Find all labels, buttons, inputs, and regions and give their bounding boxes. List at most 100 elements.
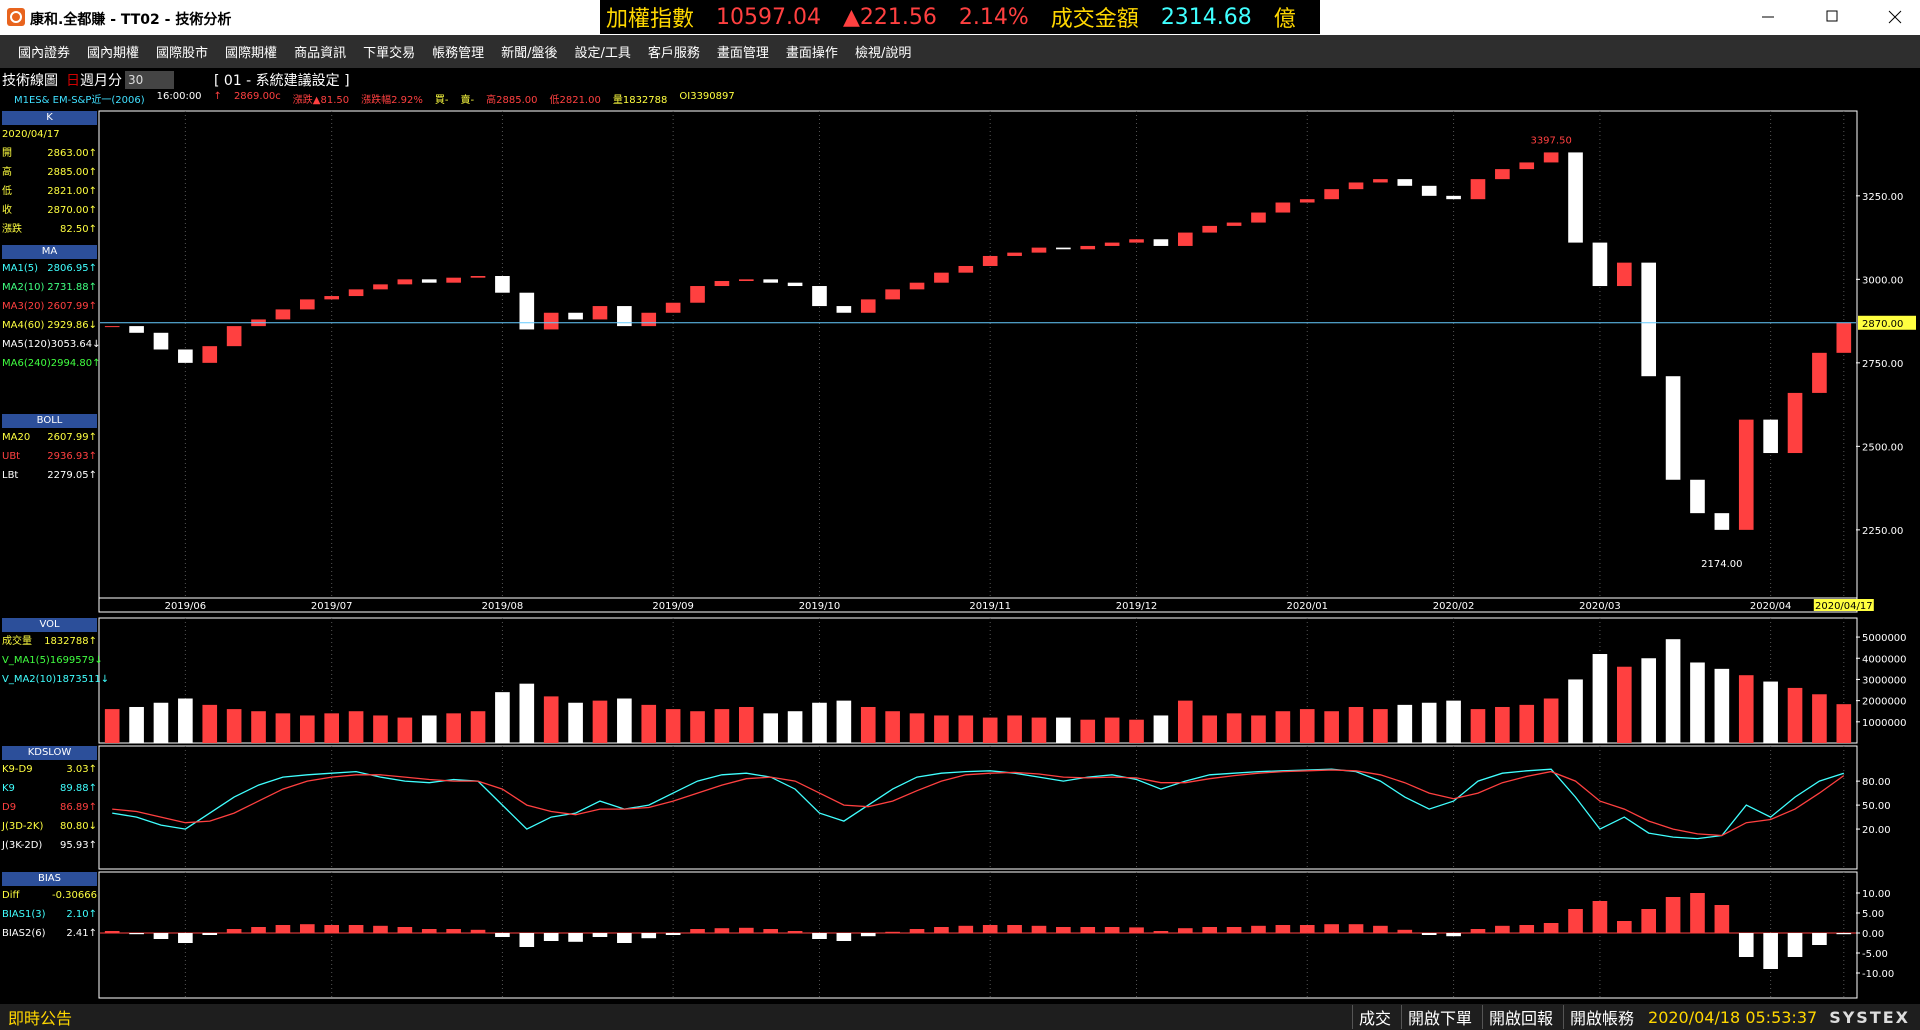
readout-row: 漲跌 82.50↑ (2, 220, 97, 239)
candle-body (519, 292, 535, 330)
ticker-item: 10597.04 (716, 4, 821, 30)
bar (592, 933, 608, 937)
menu-item[interactable]: 帳務管理 (432, 46, 485, 61)
bar (1495, 925, 1510, 933)
period-tab[interactable]: 月 (94, 73, 108, 89)
quote-item: 低2821.00 (549, 95, 601, 106)
readout-label: 漲跌 (2, 224, 22, 235)
y-tick-label: -5.00 (1862, 949, 1888, 960)
bar (1421, 702, 1437, 743)
menu-item[interactable]: 國內證券 (18, 46, 71, 61)
bar (446, 929, 461, 933)
quote-item: 賣- (460, 95, 475, 106)
readout-label: D9 (2, 802, 17, 813)
bar (909, 929, 925, 933)
candle-body (1543, 152, 1559, 163)
status-button[interactable]: 開啟下單 (1400, 1005, 1472, 1029)
readout-value: 1832788↑ (44, 636, 97, 647)
quote-line: M1ES& EM-S&P近一(2006) 16:00:00 ↑ 2869.00c 漲跌▲… (14, 91, 735, 106)
menu-item[interactable]: 國際期權 (225, 46, 278, 61)
quote-item: 漲跌▲81.50 (292, 95, 350, 106)
menu-item[interactable]: 客戶服務 (647, 46, 700, 61)
status-button[interactable]: 開啟帳務 (1563, 1005, 1634, 1029)
settings-label: [ 01 - 系統建議設定 ] (214, 73, 350, 89)
menu-item[interactable]: 國際股市 (156, 46, 209, 61)
bar (299, 715, 315, 743)
quote-item: 漲跌幅2.92% (361, 95, 423, 106)
readout-label: 低 (2, 186, 12, 197)
ticker-item: 成交金額 (1050, 7, 1139, 32)
y-tick-label: 5.00 (1862, 909, 1884, 920)
bar (470, 929, 486, 933)
candle-body (1348, 182, 1364, 190)
panel-section: KDSLOW K9-D9 3.03↑ K9 89.88↑ D9 86.89↑ J(3D-2K)… (2, 746, 97, 855)
panel-section: BOLL MA20 2607.99↑ UBt 2936.93↑ LBt 2279.05↑ (2, 414, 97, 485)
bar (714, 709, 730, 743)
candle-body (1397, 179, 1413, 186)
bar (787, 931, 803, 933)
menu-item[interactable]: 國內期權 (87, 46, 140, 61)
candle-body (763, 279, 779, 283)
bar (251, 711, 266, 743)
menu-item[interactable]: 新聞/盤後 (501, 46, 558, 61)
bar (885, 931, 900, 933)
bar (348, 711, 364, 743)
bar (299, 924, 315, 933)
period-tab[interactable]: 分 (108, 73, 122, 89)
x-tick-label: 2019/08 (482, 601, 524, 612)
status-button[interactable]: 成交 (1351, 1005, 1391, 1029)
menu-item[interactable]: 畫面管理 (716, 46, 769, 61)
candle-body (958, 265, 974, 273)
x-tick-label: 2020/01 (1286, 601, 1328, 612)
index-ticker: 加權指數 10597.04 ▲221.56 2.14% 成交金額 2314.68 億 (600, 0, 1320, 34)
bar (641, 704, 657, 743)
status-button[interactable]: 開啟回報 (1481, 1005, 1553, 1029)
panel-section: MA MA1(5) 2806.95↑ MA2(10) 2731.88↑ MA3(20) 26… (2, 245, 100, 373)
candle-body (1495, 169, 1510, 180)
panel-section: K 2020/04/17 開 2863.00↑ 高 2885.00↑ 低 2821.00↑ 收 2… (2, 111, 97, 239)
bar (1543, 698, 1559, 743)
bar (226, 929, 242, 933)
readout-label: 高 (2, 167, 12, 178)
menu-item[interactable]: 檢視/說明 (854, 46, 912, 61)
menu-item[interactable]: 設定/工具 (574, 46, 631, 61)
chart-toolbar: 技術線圖 日週月分 30 [ 01 - 系統建議設定 ] (0, 70, 1920, 90)
readout-row: K9-D9 3.03↑ (2, 760, 97, 779)
section-header: KDSLOW (2, 746, 97, 760)
bar (909, 713, 925, 743)
indicator-line (112, 768, 1844, 840)
candle-body (1373, 179, 1388, 183)
bar (1397, 929, 1413, 933)
bar (1348, 706, 1364, 743)
bar (104, 931, 120, 933)
app-icon (7, 8, 25, 26)
minute-select[interactable]: 30 (125, 71, 174, 89)
y-tick-label: 2750.00 (1862, 359, 1903, 370)
candle-body (909, 282, 925, 290)
menu-item[interactable]: 畫面操作 (785, 46, 838, 61)
period-tab[interactable]: 週 (80, 73, 94, 89)
readout-value: 86.89↑ (59, 802, 97, 813)
candle-body (178, 349, 193, 363)
candle-body (1007, 252, 1022, 256)
window-controls[interactable] (1750, 0, 1920, 34)
menu-item[interactable]: 商品資訊 (294, 46, 347, 61)
bar (202, 933, 218, 935)
candle-body (1251, 212, 1266, 223)
bar (373, 925, 388, 933)
period-tab[interactable]: 日 (66, 73, 80, 89)
readout-value: 2279.05↑ (47, 470, 97, 481)
readout-value: 2885.00↑ (47, 167, 97, 178)
readout-row: LBt 2279.05↑ (2, 466, 97, 485)
candle-body (348, 289, 364, 297)
y-tick-label: 10.00 (1862, 889, 1891, 900)
candle-body (299, 299, 315, 310)
bar (1299, 925, 1315, 933)
bar (1153, 715, 1169, 743)
menu-item[interactable]: 下單交易 (363, 46, 416, 61)
readout-row: MA4(60) 2929.86↓ (2, 316, 97, 335)
bar (1324, 924, 1339, 933)
bar (1738, 675, 1754, 743)
notice[interactable]: 即時公告 (8, 1009, 73, 1028)
readout-label: V_MA2(10) (2, 674, 57, 685)
